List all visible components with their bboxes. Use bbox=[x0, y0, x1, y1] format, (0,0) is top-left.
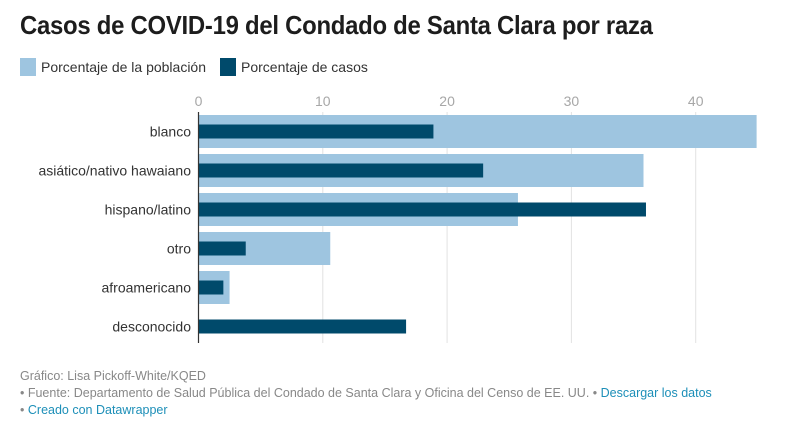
category-label: otro bbox=[167, 241, 191, 257]
bar-cases bbox=[198, 202, 646, 217]
category-label: blanco bbox=[150, 124, 191, 140]
bar-cases bbox=[198, 280, 224, 295]
legend-swatch-population bbox=[20, 58, 36, 76]
legend-item-cases: Porcentaje de casos bbox=[220, 58, 368, 76]
category-label: asiático/nativo hawaiano bbox=[38, 163, 191, 179]
chart-footer: Gráfico: Lisa Pickoff-White/KQED • Fuent… bbox=[20, 368, 712, 419]
x-tick-label: 20 bbox=[439, 93, 455, 109]
datawrapper-link[interactable]: Creado con Datawrapper bbox=[27, 403, 168, 417]
category-label: afroamericano bbox=[102, 280, 192, 296]
category-label: desconocido bbox=[112, 319, 191, 335]
bar-cases bbox=[198, 163, 484, 178]
download-data-link[interactable]: Descargar los datos bbox=[600, 386, 712, 400]
legend-label-population: Porcentaje de la población bbox=[41, 59, 207, 75]
source-text: • Fuente: Departamento de Salud Pública … bbox=[20, 386, 598, 400]
legend-swatch-cases bbox=[220, 58, 237, 76]
category-label: hispano/latino bbox=[105, 202, 192, 218]
legend-label-cases: Porcentaje de casos bbox=[241, 59, 368, 75]
bullet: • bbox=[20, 403, 25, 417]
bar-cases bbox=[198, 124, 434, 139]
legend: Porcentaje de la población Porcentaje de… bbox=[20, 58, 382, 76]
x-tick-label: 40 bbox=[688, 93, 704, 109]
x-tick-label: 0 bbox=[195, 93, 203, 109]
credit-text: Gráfico: Lisa Pickoff-White/KQED bbox=[20, 369, 206, 383]
x-tick-label: 30 bbox=[564, 93, 580, 109]
chart-title: Casos de COVID-19 del Condado de Santa C… bbox=[20, 10, 653, 40]
bar-cases bbox=[198, 241, 246, 256]
bar-chart: 0 10 20 30 40 blanco asiático/nativo hawaiano h… bbox=[38, 93, 757, 343]
bar-cases bbox=[198, 319, 407, 334]
x-tick-label: 10 bbox=[315, 93, 331, 109]
legend-item-population: Porcentaje de la población bbox=[20, 58, 206, 76]
